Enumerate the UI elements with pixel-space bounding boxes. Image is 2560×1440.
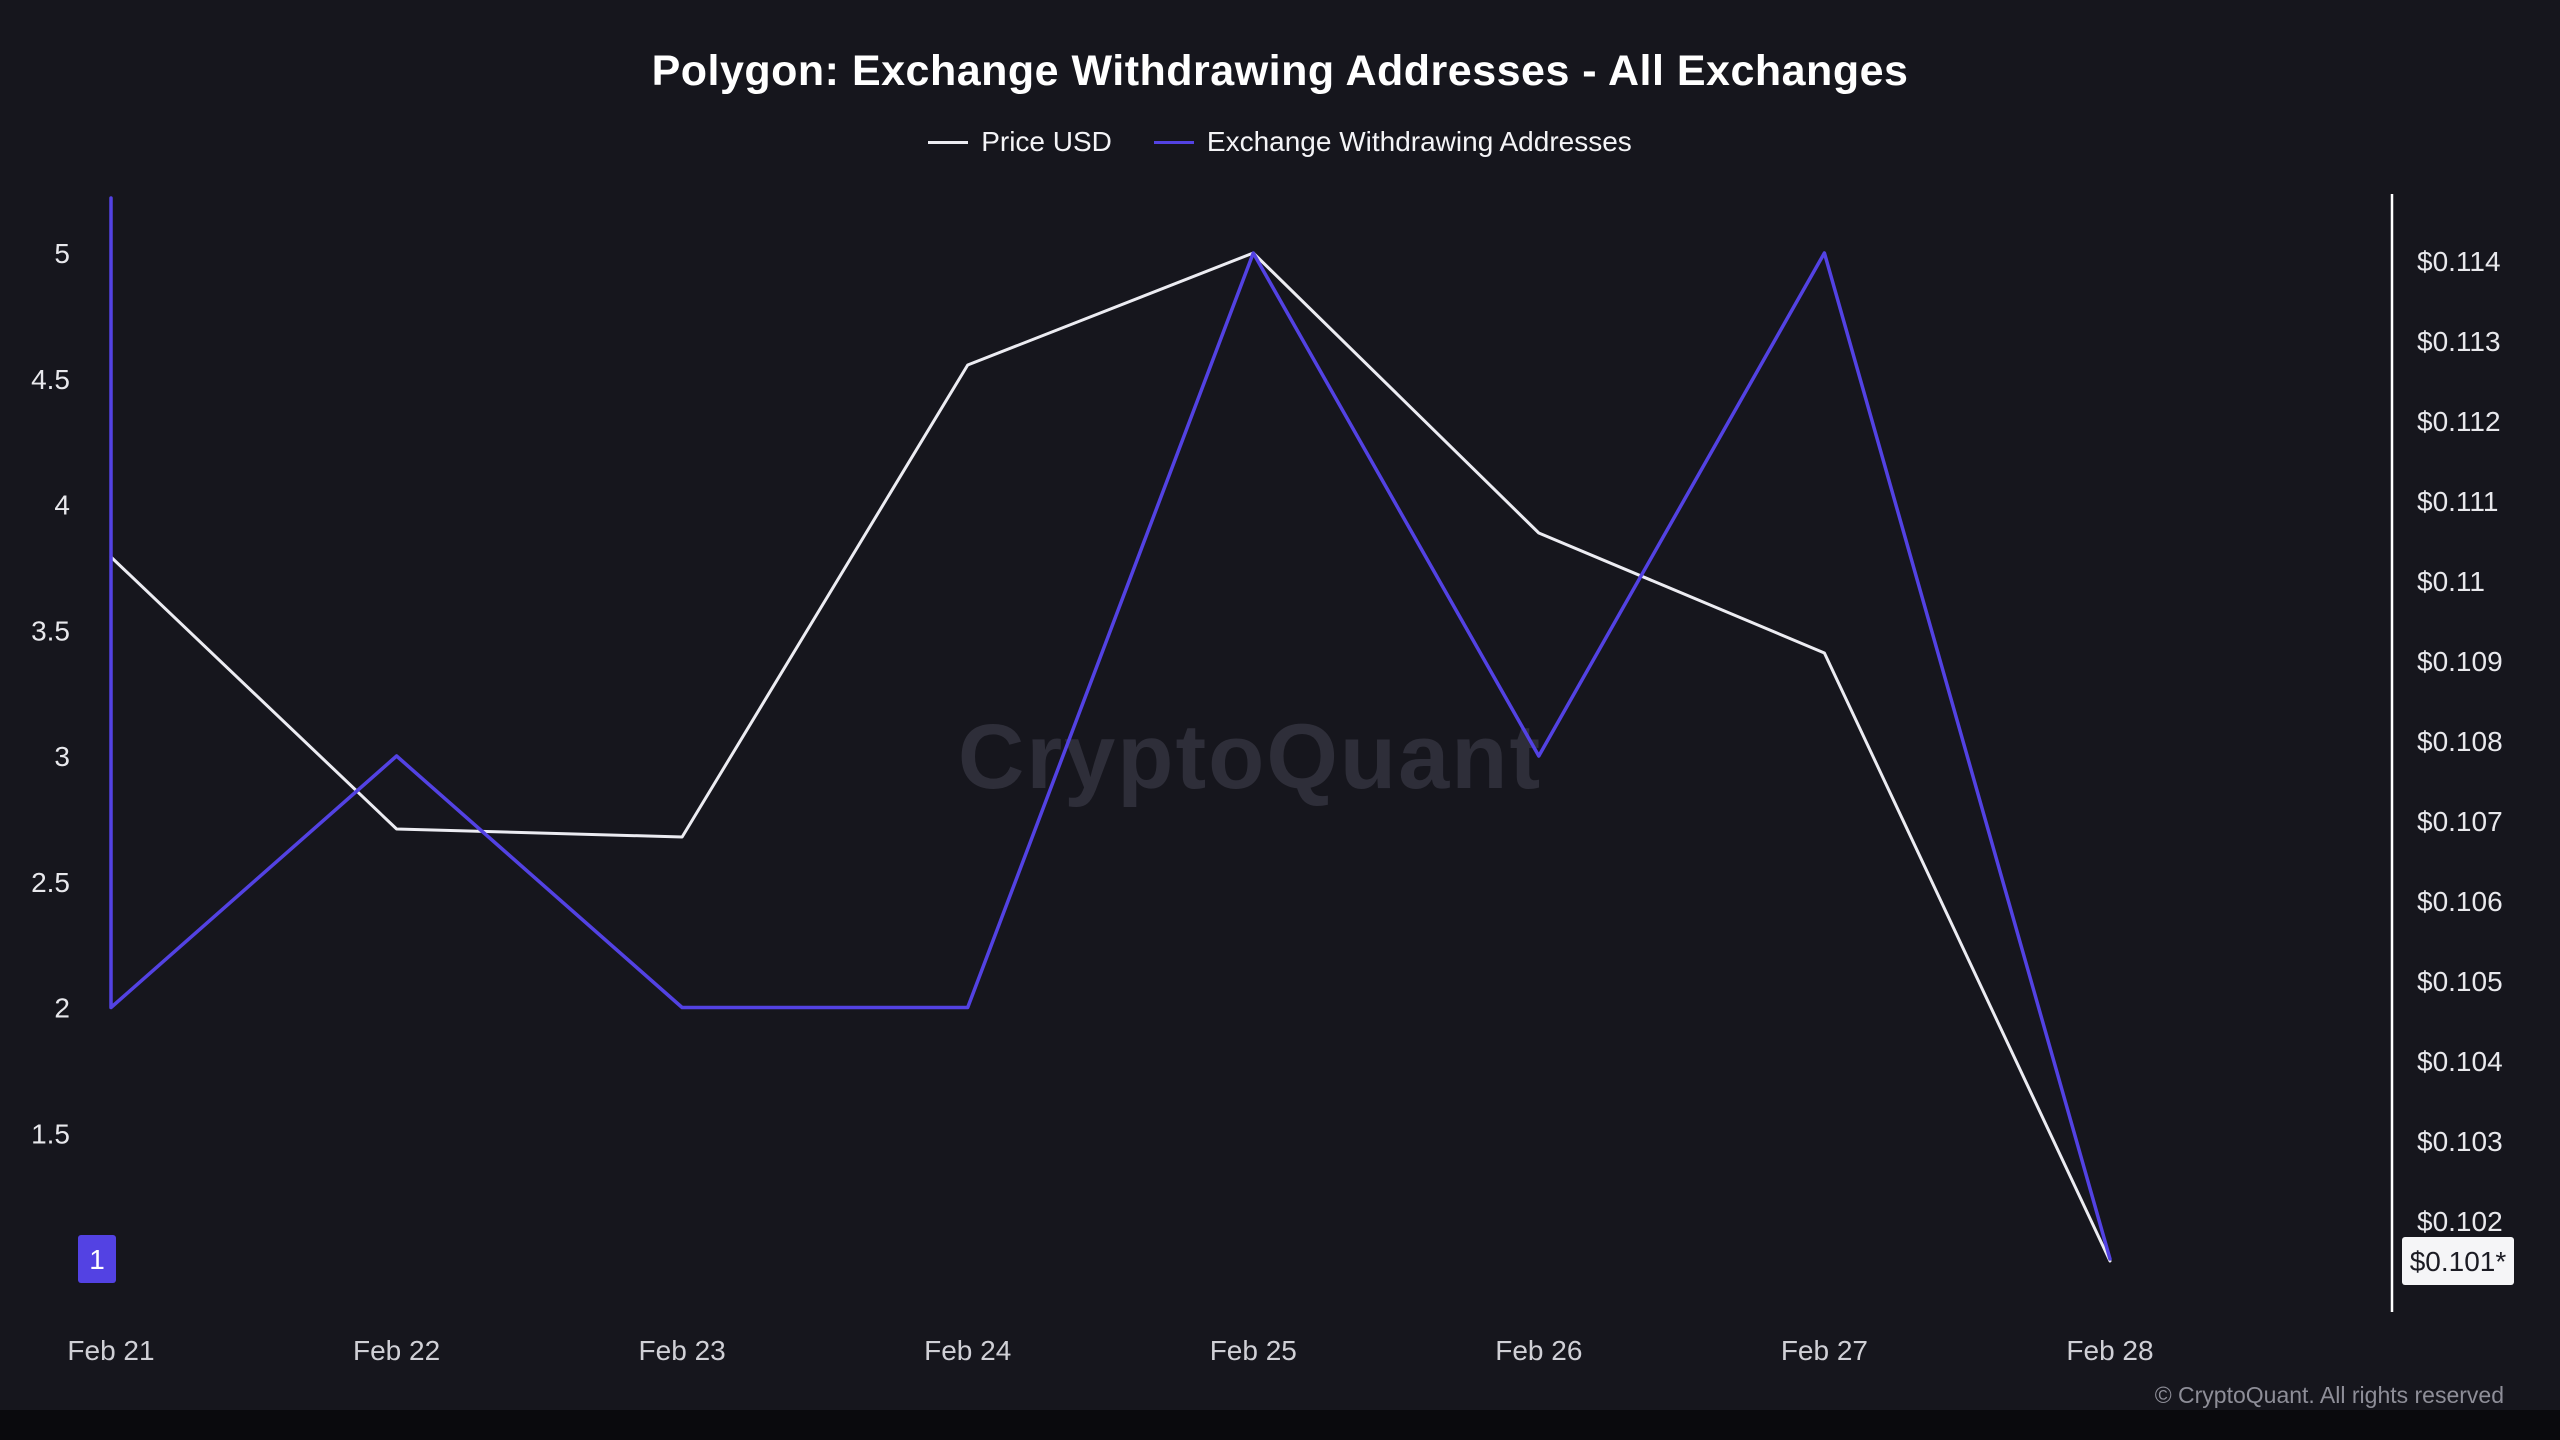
right-axis-tick: $0.109 [2417, 646, 2503, 677]
right-axis-tick: $0.108 [2417, 726, 2503, 757]
legend-label: Price USD [981, 126, 1112, 157]
right-axis-badge-label: $0.101* [2410, 1246, 2507, 1277]
right-axis-tick: $0.114 [2417, 246, 2501, 277]
x-axis-tick: Feb 23 [639, 1335, 726, 1366]
left-axis-badge-label: 1 [89, 1244, 105, 1275]
left-axis-current-value-badge [78, 1235, 116, 1283]
price-usd-line [109, 251, 2112, 1263]
right-axis-tick: $0.11 [2417, 566, 2485, 597]
x-axis-tick: Feb 22 [353, 1335, 440, 1366]
legend: Price USD Exchange Withdrawing Addresses [0, 126, 2560, 158]
left-axis-tick: 3.5 [31, 615, 70, 646]
right-axis-tick: $0.111 [2417, 486, 2498, 517]
x-axis-tick: Feb 25 [1210, 1335, 1297, 1366]
x-axis-tick: Feb 26 [1495, 1335, 1582, 1366]
right-axis-tick: $0.105 [2417, 966, 2503, 997]
right-axis-tick: $0.106 [2417, 886, 2503, 917]
right-axis-tick: $0.113 [2417, 326, 2501, 357]
right-axis-tick: $0.103 [2417, 1126, 2503, 1157]
footer-strip [0, 1410, 2560, 1440]
left-axis-tick: 1.5 [31, 1118, 70, 1149]
left-axis-tick: 4.5 [31, 364, 70, 395]
left-axis-tick: 5 [54, 238, 70, 269]
left-axis-tick: 2 [54, 993, 70, 1024]
legend-item-exchange-withdrawing-addresses[interactable]: Exchange Withdrawing Addresses [1153, 126, 1632, 158]
left-axis-tick: 3 [54, 741, 70, 772]
right-axis-tick: $0.112 [2417, 406, 2501, 437]
legend-line-swatch [1153, 140, 1194, 144]
left-axis-tick: 2.5 [31, 867, 70, 898]
right-axis-tick: $0.102 [2417, 1206, 2503, 1237]
copyright-text: © CryptoQuant. All rights reserved [2154, 1382, 2504, 1408]
x-axis-tick: Feb 27 [1781, 1335, 1868, 1366]
x-axis-tick: Feb 21 [67, 1335, 154, 1366]
x-axis-tick: Feb 24 [924, 1335, 1011, 1366]
legend-line-swatch [928, 140, 969, 144]
withdrawing-addresses-line [109, 196, 2112, 1261]
left-axis-tick: 4 [54, 490, 70, 521]
x-axis-tick: Feb 28 [2066, 1335, 2153, 1366]
right-axis-tick: $0.107 [2417, 806, 2503, 837]
legend-item-price-usd[interactable]: Price USD [928, 126, 1112, 158]
cryptoquant-watermark: CryptoQuant [957, 706, 1543, 808]
right-axis-current-value-badge [2402, 1237, 2514, 1285]
right-axis-tick: $0.104 [2417, 1046, 2503, 1077]
chart-title: Polygon: Exchange Withdrawing Addresses … [651, 47, 1909, 95]
legend-label: Exchange Withdrawing Addresses [1206, 126, 1632, 157]
